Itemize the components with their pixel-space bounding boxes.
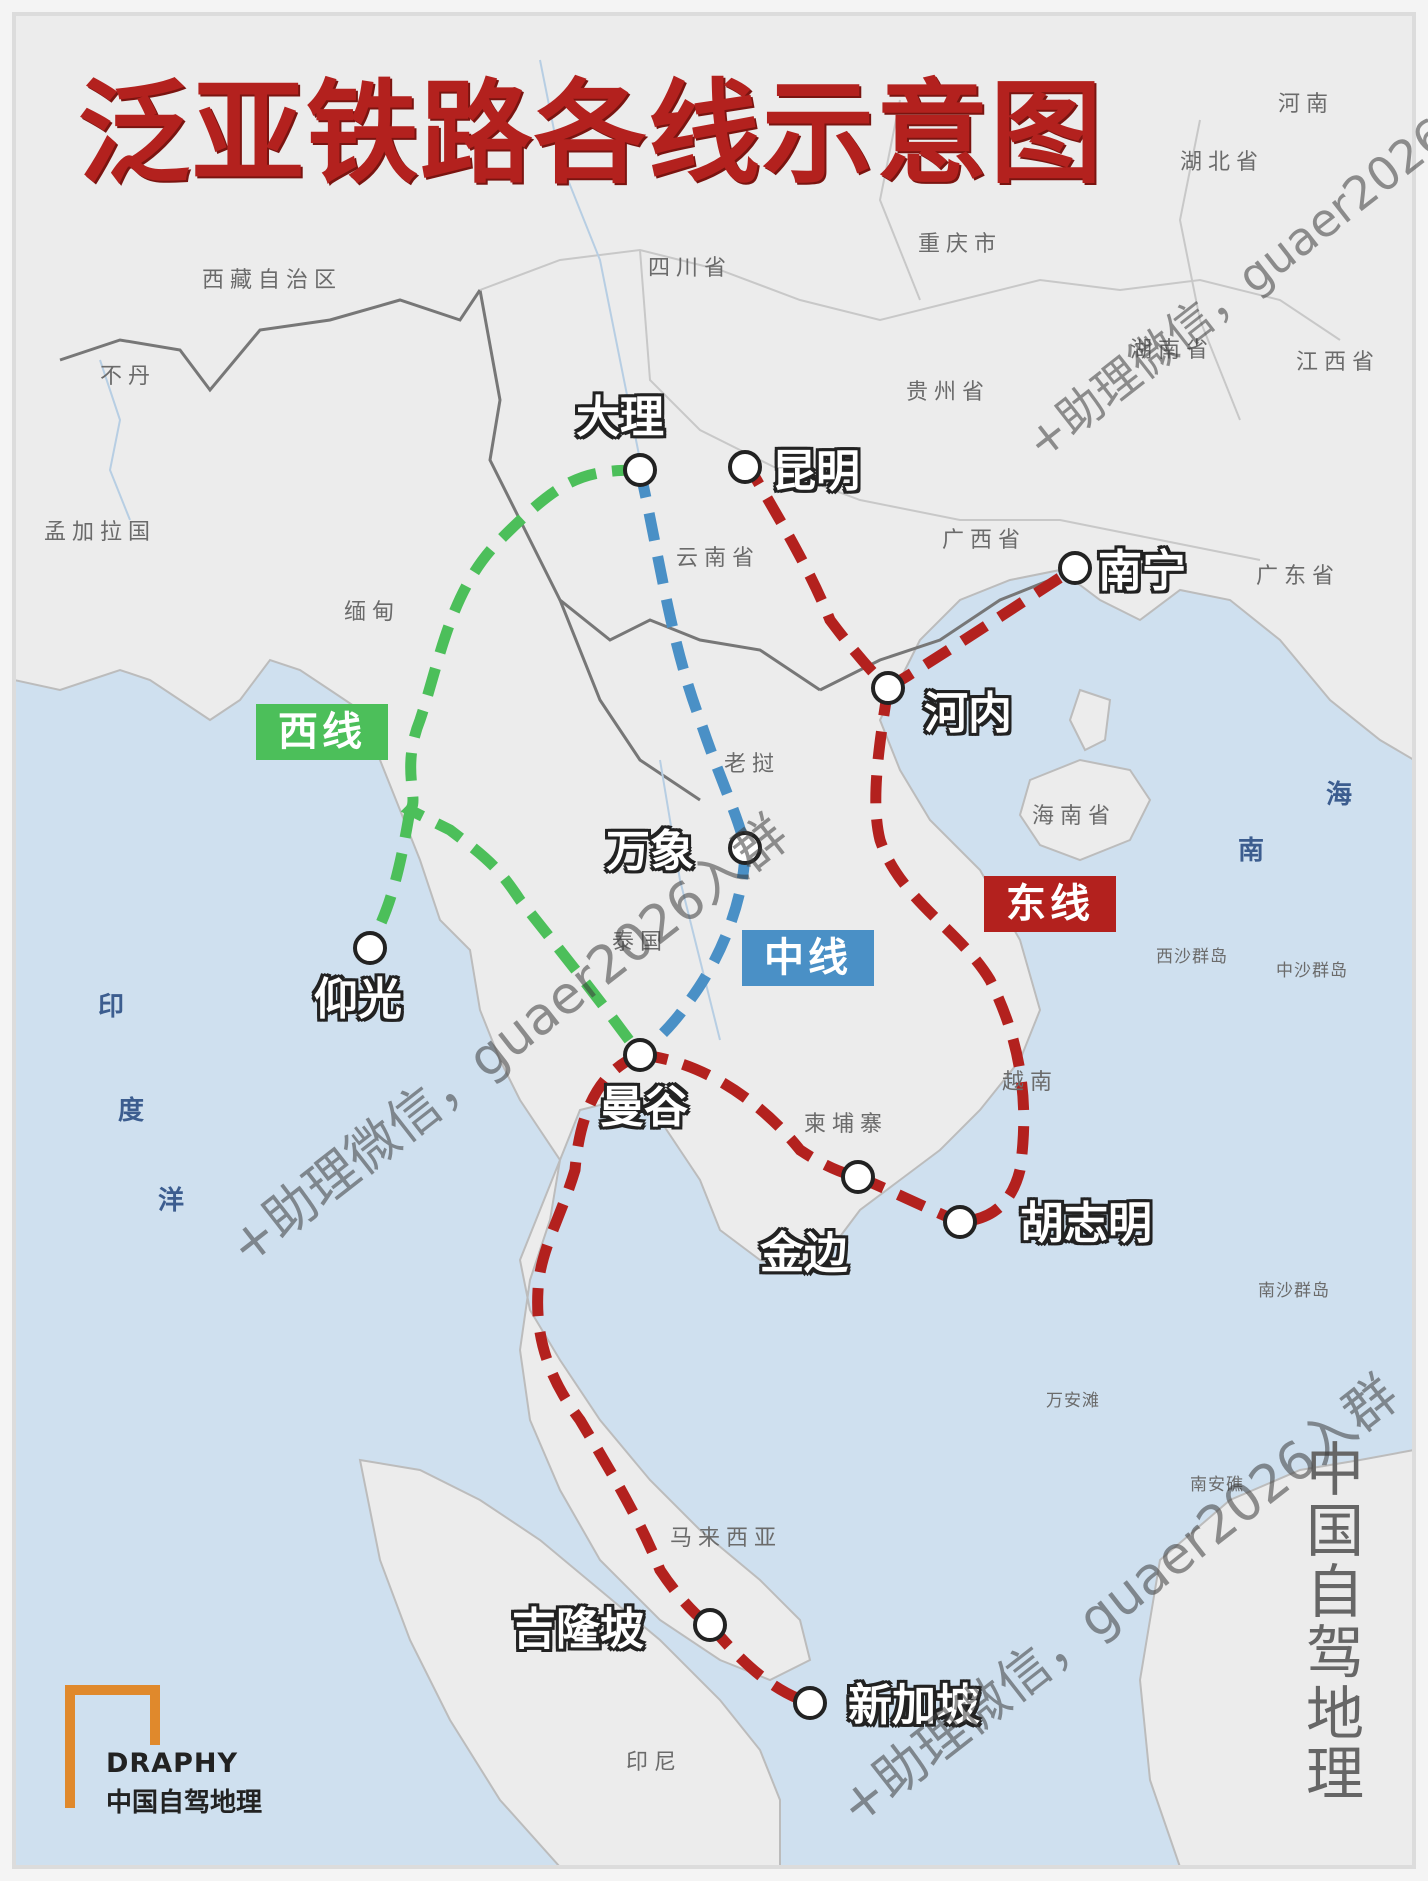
node-hanoi — [871, 671, 905, 705]
region-chongqing: 重庆市 — [918, 232, 1003, 257]
node-nanning — [1058, 551, 1092, 585]
logo-mark — [65, 1685, 160, 1808]
region-jiangxi: 江西省 — [1296, 350, 1381, 375]
node-bangkok — [623, 1038, 657, 1072]
border — [12, 12, 1416, 1869]
label-dali: 大理 — [576, 392, 664, 443]
logo-name: 中国自驾地理 — [106, 1788, 263, 1818]
region-myanmar: 缅甸 — [344, 600, 401, 625]
region-bhutan: 不丹 — [100, 364, 157, 389]
middle-line — [634, 468, 751, 1059]
rivers — [99, 59, 721, 1041]
hainan-island — [1018, 758, 1152, 862]
sumatra — [358, 1458, 781, 1868]
label-kuala-lumpur: 吉隆坡 — [512, 1604, 644, 1655]
node-vientiane — [728, 831, 762, 865]
node-singapore — [793, 1686, 827, 1720]
region-malaysia: 马来西亚 — [670, 1526, 783, 1551]
region-nanan: 南安礁 — [1190, 1475, 1244, 1495]
region-hubei: 湖北省 — [1180, 150, 1265, 175]
west-line — [365, 464, 645, 1059]
side-brand: 中国自驾地理 — [1305, 1436, 1364, 1809]
region-bangladesh: 孟加拉国 — [44, 520, 157, 545]
region-guizhou: 贵州省 — [906, 380, 991, 405]
node-yangon — [353, 931, 387, 965]
label-singapore: 新加坡 — [848, 1680, 980, 1731]
sea-indian-1: 印 — [98, 992, 125, 1022]
east-line — [532, 457, 1078, 1709]
province-borders — [479, 99, 1341, 561]
node-kuala-lumpur — [693, 1608, 727, 1642]
map-title: 泛亚铁路各线示意图 — [78, 69, 1104, 199]
label-phnom-penh: 金边 — [760, 1228, 848, 1279]
node-phnom-penh — [841, 1160, 875, 1194]
label-kunming: 昆明 — [772, 446, 860, 497]
sea-south-2: 南 — [1238, 836, 1265, 866]
label-hanoi: 河内 — [924, 688, 1012, 739]
badge-east-line: 东线 — [984, 876, 1116, 932]
region-thailand: 泰国 — [612, 930, 669, 955]
node-hcmc — [943, 1205, 977, 1239]
region-hainan: 海南省 — [1032, 804, 1117, 829]
region-nansha: 南沙群岛 — [1258, 1281, 1330, 1301]
label-nanning: 南宁 — [1098, 546, 1186, 597]
region-yunnan: 云南省 — [676, 546, 761, 571]
region-sichuan: 四川省 — [648, 256, 733, 281]
region-paracel: 西沙群岛 — [1156, 947, 1228, 967]
region-guangdong: 广东省 — [1256, 564, 1341, 589]
region-vietnam: 越南 — [1002, 1070, 1059, 1095]
sea-south-1: 海 — [1326, 780, 1353, 810]
region-tibet: 西藏自治区 — [202, 268, 343, 293]
label-hcmc: 胡志明 — [1020, 1198, 1152, 1249]
label-bangkok: 曼谷 — [600, 1082, 688, 1133]
logo-brand: DRAPHY — [106, 1748, 239, 1779]
region-indonesia: 印尼 — [626, 1750, 683, 1775]
city-nodes — [353, 450, 1092, 1720]
region-zhongsha: 中沙群岛 — [1276, 961, 1348, 981]
region-cambodia: 柬埔寨 — [804, 1112, 889, 1137]
region-henan: 河南 — [1278, 92, 1335, 117]
label-vientiane: 万象 — [606, 826, 694, 877]
node-dali — [623, 453, 657, 487]
sea-indian-2: 度 — [118, 1096, 145, 1126]
region-guangxi: 广西省 — [942, 528, 1027, 553]
sea-indian-3: 洋 — [158, 1186, 185, 1216]
badge-middle-line: 中线 — [742, 930, 874, 986]
label-yangon: 仰光 — [314, 974, 402, 1025]
region-laos: 老挝 — [724, 752, 781, 777]
borders — [59, 289, 1051, 802]
node-kunming — [728, 450, 762, 484]
region-wanan: 万安滩 — [1046, 1391, 1100, 1411]
region-hunan: 湖南省 — [1130, 338, 1215, 363]
peninsula — [1068, 688, 1112, 752]
badge-west-line: 西线 — [256, 704, 388, 760]
